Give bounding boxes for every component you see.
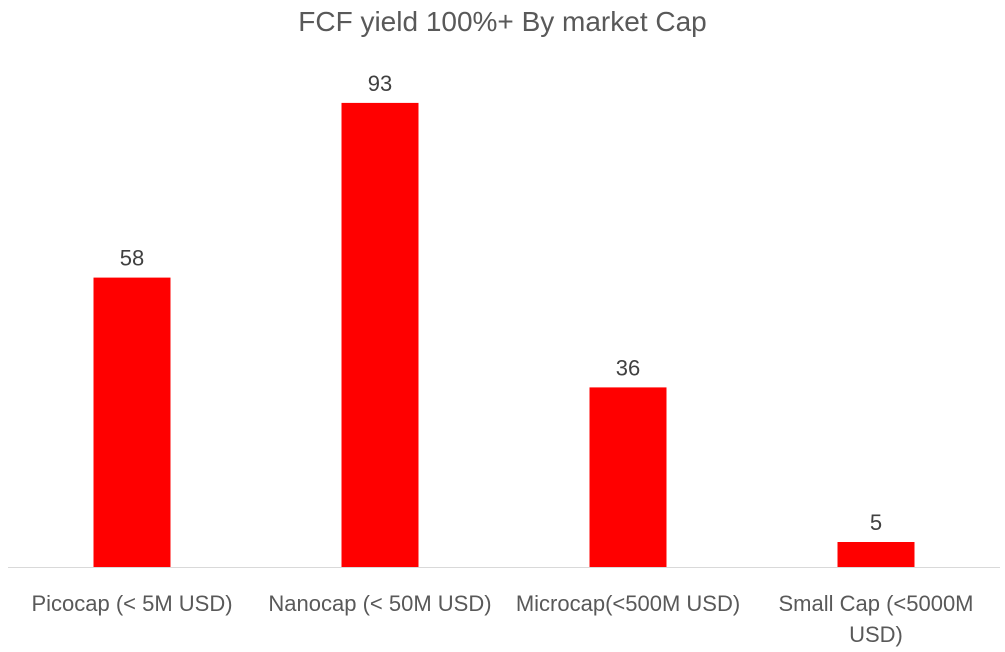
data-label-1: 93 [368,71,392,96]
bar-1 [341,102,419,568]
data-label-0: 58 [120,246,144,271]
x-tick-label-0: Picocap (< 5M USD) [31,591,233,616]
x-tick-label-3: Small Cap (<5000M USD) [778,591,974,647]
x-tick-label-1: Nanocap (< 50M USD) [268,591,492,616]
bar-0 [93,277,171,567]
value-labels-group: 58 93 36 5 [120,71,882,535]
x-tick-label-2: Microcap(<500M USD) [515,591,741,616]
chart-title: FCF yield 100%+ By market Cap [298,6,707,37]
data-label-2: 36 [616,355,640,380]
bars-group [93,102,915,568]
data-label-3: 5 [870,510,882,535]
bar-3 [837,542,915,567]
bar-2 [589,387,667,567]
